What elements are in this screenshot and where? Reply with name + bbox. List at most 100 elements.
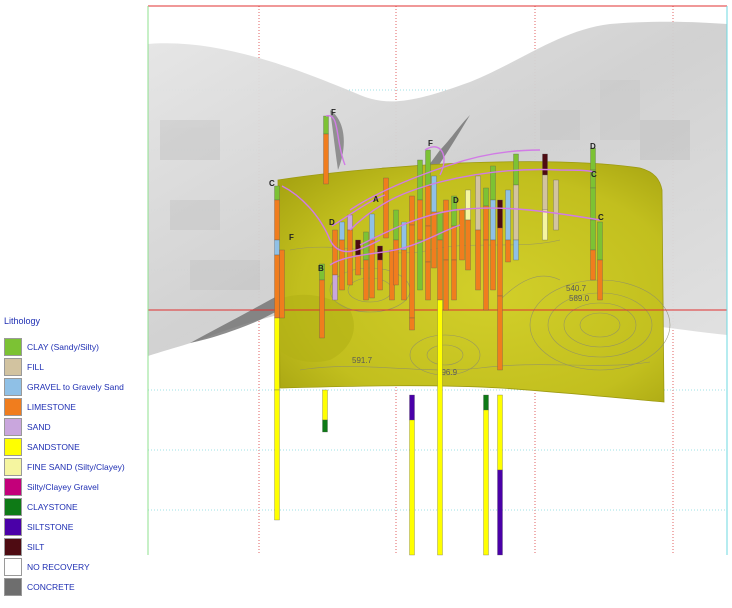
legend-item: SANDSTONE (4, 438, 146, 458)
borehole-segment (497, 295, 503, 371)
legend-item: CLAYSTONE (4, 498, 146, 518)
borehole[interactable] (465, 189, 471, 271)
dark-sliver-2 (330, 110, 344, 170)
legend-item: CONCRETE (4, 578, 146, 598)
borehole[interactable] (417, 159, 423, 291)
borehole[interactable] (597, 221, 603, 301)
legend-swatch (4, 338, 22, 356)
borehole[interactable] (490, 165, 496, 291)
borehole[interactable] (369, 213, 375, 299)
legend-label: Silty/Clayey Gravel (27, 482, 99, 492)
boreholes (274, 115, 603, 556)
borehole-segment (490, 239, 496, 291)
borehole[interactable] (401, 221, 407, 301)
borehole-segment (401, 221, 407, 251)
borehole-segment (355, 239, 361, 256)
well-label: D (453, 196, 459, 205)
borehole-segment (483, 205, 489, 241)
borehole-segment (322, 419, 328, 433)
borehole-segment (425, 261, 431, 301)
borehole[interactable] (431, 175, 437, 269)
borehole[interactable] (319, 263, 325, 339)
borehole-segment (497, 227, 503, 297)
borehole-segment (490, 199, 496, 241)
borehole[interactable] (513, 153, 519, 261)
borehole-segment (417, 239, 423, 291)
legend-label: FINE SAND (Silty/Clayey) (27, 462, 125, 472)
borehole-segment (465, 189, 471, 221)
well-label: C (269, 179, 275, 188)
borehole-segment (513, 184, 519, 241)
legend-label: FILL (27, 362, 45, 372)
borehole-segment (355, 254, 361, 276)
borehole[interactable] (483, 187, 489, 556)
borehole-segment (319, 279, 325, 339)
legend-swatch (4, 378, 22, 396)
borehole-segment (274, 199, 280, 241)
well-label: F (331, 108, 336, 117)
borehole[interactable] (332, 229, 338, 301)
well-label: C (591, 170, 597, 179)
borehole[interactable] (393, 209, 399, 286)
borehole-segment (542, 209, 548, 241)
borehole[interactable] (339, 221, 345, 291)
legend-label: CLAYSTONE (27, 502, 78, 512)
borehole[interactable] (383, 177, 389, 239)
contour-label: 596.9 (437, 368, 458, 377)
borehole-segment (274, 239, 280, 256)
borehole[interactable] (590, 147, 596, 281)
borehole[interactable] (409, 195, 415, 556)
borehole-segment (279, 249, 285, 319)
legend-swatch (4, 518, 22, 536)
borehole[interactable] (347, 214, 353, 286)
borehole-segment (590, 187, 596, 221)
borehole-segment (490, 165, 496, 201)
borehole-segment (322, 389, 328, 421)
borehole[interactable] (542, 153, 548, 241)
borehole[interactable] (451, 195, 457, 301)
borehole-traces (281, 115, 601, 266)
borehole-segment (590, 219, 596, 251)
borehole-segment (437, 211, 443, 241)
legend-swatch (4, 498, 22, 516)
borehole-segment (323, 115, 329, 135)
borehole[interactable] (274, 185, 280, 521)
borehole[interactable] (355, 239, 361, 276)
borehole-segment (483, 187, 489, 207)
borehole-segment (431, 211, 437, 269)
legend-swatch (4, 478, 22, 496)
borehole-segment (483, 239, 489, 311)
legend-swatch (4, 558, 22, 576)
borehole[interactable] (475, 175, 481, 291)
well-label: F (428, 139, 433, 148)
borehole[interactable] (459, 209, 465, 261)
borehole-segment (274, 389, 280, 521)
legend-label: SILTSTONE (27, 522, 74, 532)
borehole[interactable] (323, 115, 329, 185)
borehole-segment (590, 147, 596, 171)
legend-swatch (4, 458, 22, 476)
borehole-segment (505, 239, 511, 263)
legend-swatch (4, 358, 22, 376)
borehole-segment (377, 259, 383, 291)
borehole-segment (401, 249, 407, 301)
borehole-segment (332, 229, 338, 276)
legend-swatch (4, 418, 22, 436)
borehole-segment (497, 199, 503, 229)
borehole-segment (459, 209, 465, 261)
borehole[interactable] (279, 249, 285, 319)
borehole[interactable] (497, 199, 503, 556)
borehole[interactable] (553, 179, 559, 231)
borehole[interactable] (443, 199, 449, 311)
borehole[interactable] (322, 389, 328, 433)
borehole[interactable] (505, 189, 511, 263)
well-label: A (373, 195, 379, 204)
borehole-segment (393, 209, 399, 241)
borehole[interactable] (437, 211, 443, 556)
borehole-segment (409, 224, 415, 319)
borehole-segment (369, 213, 375, 241)
legend-item: CLAY (Sandy/Silty) (4, 338, 146, 358)
borehole-segment (542, 174, 548, 211)
